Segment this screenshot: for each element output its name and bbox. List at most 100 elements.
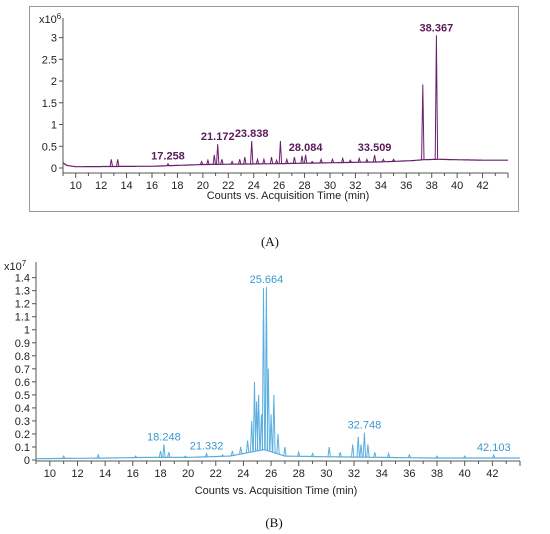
figure-a-frame: [29, 6, 519, 212]
y-tick-label-b: 1.4: [15, 273, 30, 285]
y-tick-label-b: 1: [24, 325, 30, 337]
baseline-trace-b: [36, 448, 520, 460]
y-tick-label-b: 1.3: [15, 286, 30, 298]
peak-a: [357, 156, 361, 163]
x-axis-label-a: Counts vs. Acquisition Time (min): [207, 190, 370, 202]
peak-a: [199, 160, 204, 165]
x-tick-label-b: 32: [348, 468, 360, 480]
peak-a: [365, 157, 369, 163]
x-tick-label-b: 26: [265, 468, 277, 480]
y-tick-label-b: 1.2: [15, 299, 30, 311]
x-axis-label-b: Counts vs. Acquisition Time (min): [195, 485, 358, 497]
peak-label-b: 25.664: [250, 274, 284, 286]
y-tick-label-b: 0.3: [15, 416, 30, 428]
peak-label-b: 42.103: [477, 442, 511, 454]
peak-label-b: 18.248: [147, 431, 181, 443]
x-tick-label-b: 10: [44, 468, 56, 480]
peak-b: [310, 452, 315, 457]
x-tick-label-a: 28: [298, 180, 310, 192]
peak-b: [386, 451, 391, 458]
x-tick-label-a: 22: [222, 180, 234, 192]
peak-a: [238, 159, 242, 165]
peak-a: [250, 140, 254, 165]
peak-b: [239, 446, 243, 455]
x-tick-label-a: 30: [324, 180, 336, 192]
peak-a: [330, 157, 335, 163]
plot-area-b: 00.10.20.30.40.50.60.70.80.911.11.21.31.…: [15, 262, 521, 480]
peak-a: [220, 159, 224, 165]
peak-b: [230, 450, 235, 456]
peak-b: [252, 381, 257, 452]
peak-a: [109, 159, 113, 167]
x-tick-label-b: 18: [154, 468, 166, 480]
peak-b: [250, 420, 254, 452]
x-tick-label-b: 36: [403, 468, 415, 480]
peak-b: [283, 446, 287, 457]
y-tick-label-b: 0: [24, 455, 30, 467]
peak-b: [264, 286, 269, 451]
peak-b: [407, 453, 412, 458]
baseline-trace-a: [62, 158, 508, 168]
x-tick-label-a: 42: [476, 180, 488, 192]
peak-b: [338, 452, 342, 458]
peak-label-a: 23.838: [235, 128, 269, 140]
peak-a: [319, 157, 323, 164]
peak-label-a: 21.172: [201, 131, 235, 143]
peak-b: [261, 288, 266, 450]
y-tick-label-b: 1.1: [15, 312, 30, 324]
y-tick-label-b: 0.2: [15, 429, 30, 441]
peak-b: [162, 444, 166, 458]
peak-a: [292, 157, 297, 164]
peak-b: [297, 450, 301, 457]
peak-a: [421, 84, 425, 160]
x-tick-label-b: 16: [127, 468, 139, 480]
x-tick-label-a: 26: [273, 180, 285, 192]
peak-a: [212, 154, 216, 165]
x-tick-label-b: 30: [320, 468, 332, 480]
y-tick-label-b: 0.7: [15, 364, 30, 376]
peak-b: [256, 394, 261, 451]
peak-a: [206, 158, 210, 165]
y-tick-label-b: 0.9: [15, 338, 30, 350]
plot-area-a: 0 0.5 1 1.5 2 2.5 3 10 12 14 16 18 20 22 24 26 28 30 32 34 3…: [42, 18, 509, 192]
peak-a: [262, 157, 266, 164]
peak-label-a: 38.367: [420, 22, 454, 34]
x-tick-label-b: 34: [376, 468, 388, 480]
peak-b: [327, 446, 331, 457]
peak-b: [183, 455, 187, 458]
peak-b: [463, 455, 467, 459]
x-tick-label-a: 32: [349, 180, 361, 192]
x-tick-label-a: 40: [451, 180, 463, 192]
x-tick-label-a: 38: [426, 180, 438, 192]
peak-a: [391, 158, 396, 162]
panel-label-a: (A): [260, 234, 280, 249]
x-tick-label-a: 12: [95, 180, 107, 192]
peak-b: [362, 432, 367, 458]
peak-b: [492, 453, 496, 459]
peak-b: [204, 452, 209, 457]
peak-label-b: 32.748: [348, 420, 382, 432]
y-tick-label-a: 2: [51, 76, 57, 88]
peak-b: [245, 440, 250, 453]
peak-b: [266, 368, 270, 451]
x-tick-label-b: 28: [293, 468, 305, 480]
peak-a: [310, 160, 314, 164]
peak-a: [303, 154, 308, 164]
x-tick-label-b: 42: [486, 468, 498, 480]
x-tick-label-a: 20: [197, 180, 209, 192]
peak-a: [216, 144, 220, 165]
x-tick-label-a: 36: [400, 180, 412, 192]
peak-a: [434, 35, 439, 160]
peak-a: [341, 156, 345, 163]
y-tick-label-b: 0.4: [15, 403, 30, 415]
peak-a: [348, 159, 352, 163]
x-tick-label-a: 10: [70, 180, 82, 192]
peak-b: [221, 453, 225, 457]
y-tick-label-b: 0.5: [15, 390, 30, 402]
x-tick-label-b: 38: [431, 468, 443, 480]
peak-b: [276, 433, 280, 454]
peak-b: [96, 453, 100, 459]
peak-b: [272, 394, 276, 453]
peak-a: [116, 159, 120, 167]
